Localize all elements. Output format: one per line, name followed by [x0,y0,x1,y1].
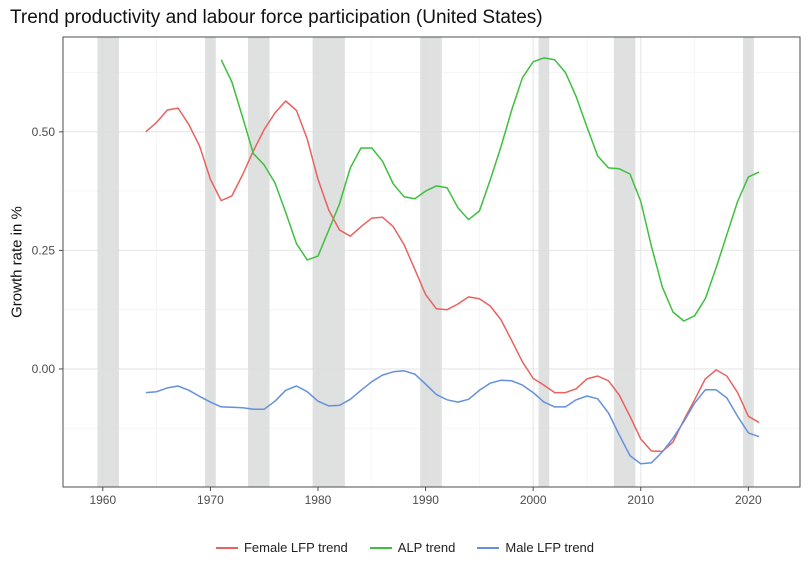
y-tick-label: 0.00 [32,362,56,376]
legend-label: Female LFP trend [243,540,348,555]
legend-label: ALP trend [397,540,456,555]
recession-band [248,37,270,487]
legend-item: ALP trend [369,540,456,555]
recession-band [742,37,754,487]
x-tick-label: 1990 [412,493,439,507]
legend-label: Male LFP trend [505,540,595,555]
recession-band [205,37,216,487]
series-line-male-lfp-trend [145,370,760,465]
panel-border [62,36,801,488]
recession-band [97,37,119,487]
x-tick-label: 1970 [197,493,224,507]
legend: Female LFP trend ALP trend Male LFP trend [0,540,810,555]
legend-key [477,546,500,549]
x-tick-label: 2010 [627,493,654,507]
legend-key [215,546,238,549]
recession-band [538,37,550,487]
recession-band [312,37,345,487]
y-tick-label: 0.25 [32,243,56,257]
legend-item: Male LFP trend [477,540,594,555]
legend-item: Female LFP trend [215,540,348,555]
y-tick-label: 0.50 [32,125,56,139]
series-line-female-lfp-trend [145,100,760,453]
recession-band [613,37,636,487]
x-tick-label: 2000 [520,493,547,507]
x-tick-label: 1980 [305,493,332,507]
legend-key [369,546,392,549]
x-tick-label: 2020 [735,493,762,507]
chart-title: Trend productivity and labour force part… [10,7,543,28]
recession-band [420,37,442,487]
x-tick-label: 1960 [89,493,116,507]
series-line-alp-trend [220,57,760,322]
